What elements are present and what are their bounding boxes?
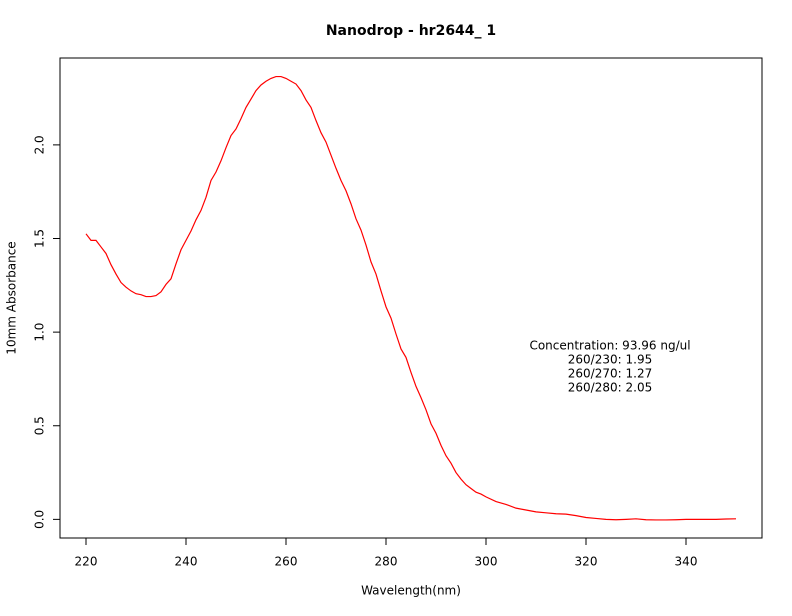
- data-line: [85, 75, 737, 521]
- x-tick-label: 280: [375, 555, 398, 569]
- x-tick-label: 240: [175, 555, 198, 569]
- x-tick-label: 260: [275, 555, 298, 569]
- y-tick-label: 0.0: [33, 510, 47, 529]
- annotation: 260/280: 2.05: [568, 381, 652, 395]
- x-axis-label: Wavelength(nm): [361, 584, 461, 598]
- annotation: Concentration: 93.96 ng/ul: [529, 339, 690, 353]
- plot-box: [59, 57, 763, 539]
- y-tick-label: 0.5: [33, 416, 47, 435]
- x-tick-label: 220: [75, 555, 98, 569]
- x-tick-label: 320: [575, 555, 598, 569]
- x-tick-label: 300: [475, 555, 498, 569]
- y-tick-label: 1.0: [33, 323, 47, 342]
- annotation: 260/230: 1.95: [568, 353, 652, 367]
- y-axis-label: 10mm Absorbance: [5, 241, 19, 354]
- y-tick-label: 1.5: [33, 229, 47, 248]
- annotation: 260/270: 1.27: [568, 367, 652, 381]
- x-tick-label: 340: [675, 555, 698, 569]
- chart-title: Nanodrop - hr2644_ 1: [326, 23, 496, 39]
- y-tick-label: 2.0: [33, 135, 47, 154]
